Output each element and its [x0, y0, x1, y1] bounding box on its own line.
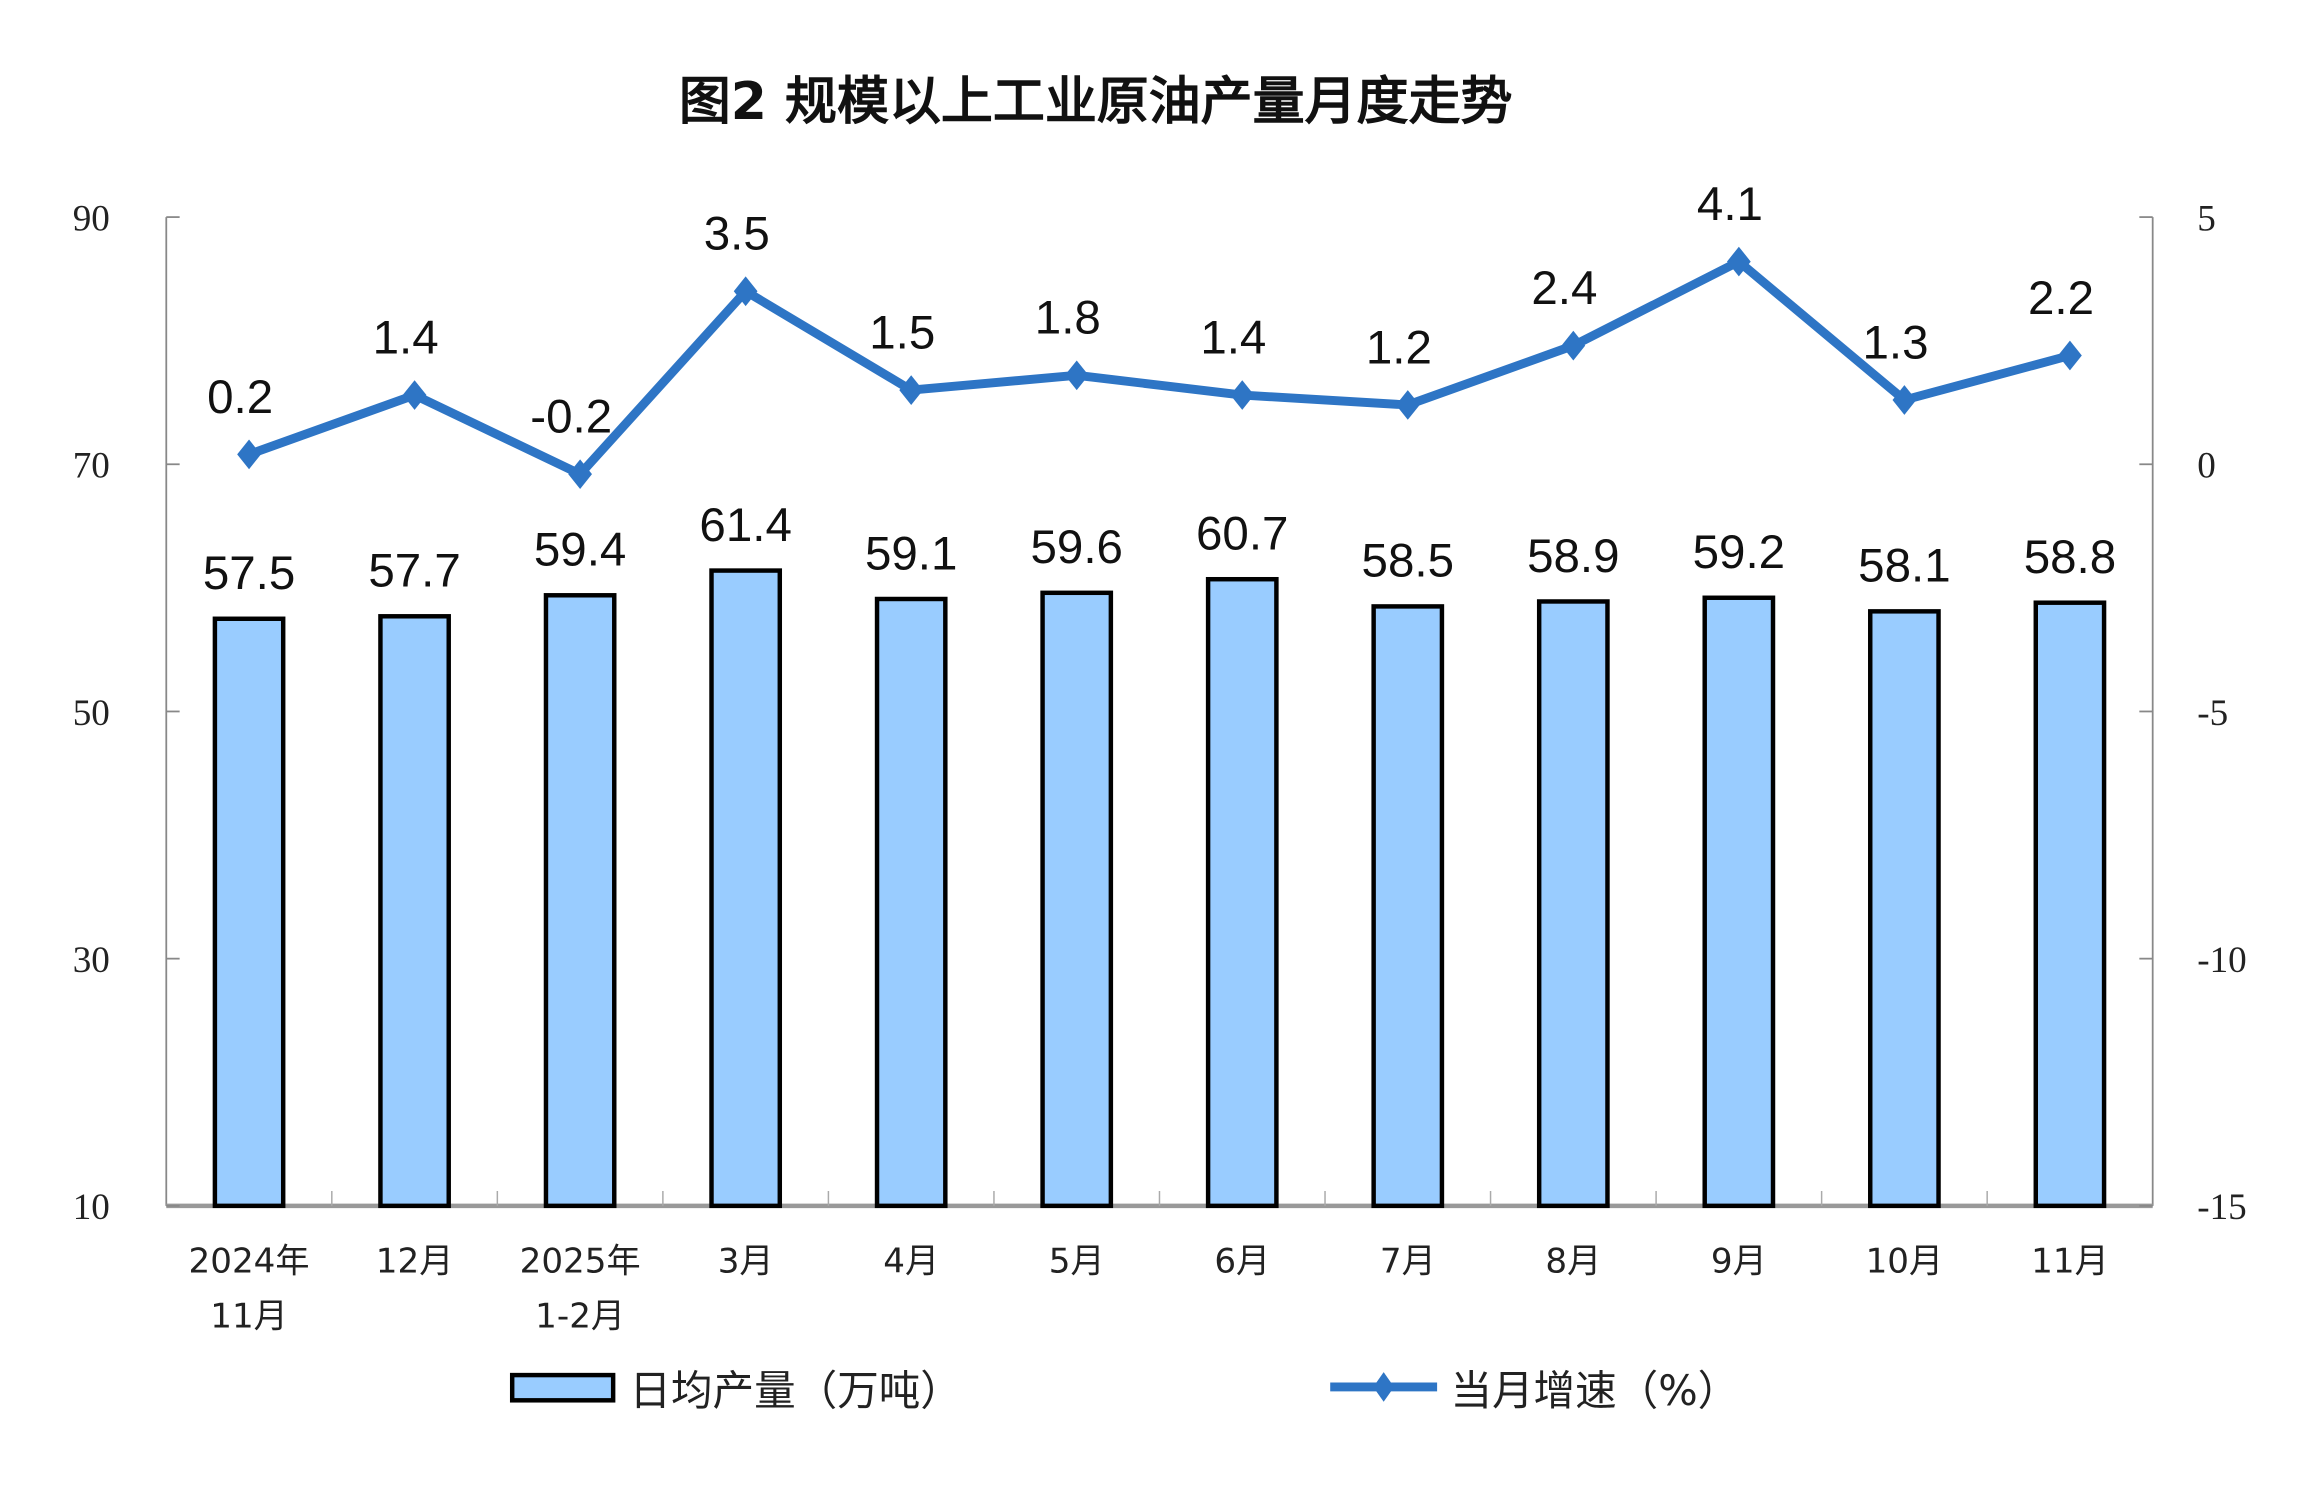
- bar-data-label: 58.8: [2024, 531, 2116, 584]
- bar-data-label: 57.7: [368, 545, 460, 598]
- bar: [1702, 595, 1776, 1209]
- right-tick-label: 5: [2197, 198, 2216, 239]
- diamond-marker: [733, 276, 758, 307]
- bar-data-label: 59.2: [1693, 526, 1785, 579]
- bar: [709, 568, 783, 1209]
- bar-data-label: 58.9: [1527, 530, 1619, 583]
- x-tick-label: 8月: [1545, 1242, 1601, 1282]
- diamond-marker: [1561, 330, 1586, 361]
- bar-data-label: 59.1: [865, 527, 957, 580]
- legend: 日均产量（万吨） 当月增速（%）: [509, 1366, 1739, 1415]
- line-data-label: 1.3: [1862, 316, 1928, 369]
- diamond-marker: [1230, 380, 1255, 410]
- x-tick-label: 1-2月: [535, 1297, 625, 1337]
- bar-data-label: 61.4: [699, 499, 791, 552]
- legend-bar-swatch: [509, 1372, 616, 1403]
- line-data-label: 1.8: [1035, 292, 1101, 345]
- bar-series: 57.5 57.7 59.4 61.4 59.1 59.6 60.7 58.5 58.9 59.2…: [203, 499, 2116, 1209]
- bar: [1868, 609, 1941, 1209]
- x-tick-label: 6月: [1214, 1242, 1270, 1282]
- line-data-label: 1.4: [1200, 311, 1266, 364]
- diamond-marker: [1892, 385, 1917, 415]
- diamond-marker: [1395, 390, 1420, 420]
- diamond-marker: [2058, 340, 2082, 371]
- line-data-label: 1.2: [1366, 321, 1432, 374]
- bar: [212, 616, 286, 1209]
- bar-data-label: 58.1: [1858, 540, 1950, 593]
- legend-line-label: 当月增速（%）: [1450, 1366, 1739, 1415]
- left-tick-label: 10: [73, 1187, 110, 1228]
- line-data-label: 2.2: [2028, 272, 2094, 325]
- diamond-marker: [899, 375, 924, 405]
- bar-data-label: 59.6: [1030, 521, 1122, 574]
- diamond-marker: [402, 380, 427, 410]
- right-tick-label: -10: [2197, 940, 2246, 981]
- line-series: 0.2 1.4 -0.2 3.5 1.5 1.8 1.4 1.2 2.4 4.1 1.3 2.2: [207, 178, 2094, 490]
- bar: [1205, 576, 1279, 1209]
- bar: [1371, 604, 1445, 1209]
- left-tick-label: 70: [73, 446, 110, 487]
- x-axis-labels: 2024年 11月 12月 2025年 1-2月 3月 4月 5月 6月 7月 8月 9月 10月 11月: [189, 1242, 2109, 1337]
- x-tick-label: 10月: [1866, 1242, 1944, 1282]
- x-tick-label: 11月: [2031, 1242, 2109, 1282]
- bar: [2033, 600, 2107, 1209]
- bar-data-label: 57.5: [203, 547, 295, 600]
- line-data-label: -0.2: [530, 391, 612, 444]
- chart-title: 图2 规模以上工业原油产量月度走势: [679, 72, 1513, 132]
- left-tick-label: 30: [73, 940, 110, 981]
- x-tick-label: 2025年: [520, 1242, 641, 1282]
- x-tick-label: 7月: [1380, 1242, 1436, 1282]
- bar: [543, 593, 617, 1209]
- legend-bar-label: 日均产量（万吨）: [629, 1366, 961, 1415]
- bar-data-label: 60.7: [1196, 508, 1288, 561]
- diamond-marker: [1726, 246, 1751, 277]
- x-tick-label: 12月: [376, 1242, 454, 1282]
- diamond-marker: [237, 439, 261, 470]
- legend-diamond-marker: [1373, 1372, 1395, 1402]
- x-tick-label: 5月: [1049, 1242, 1105, 1282]
- bar: [1536, 599, 1610, 1209]
- bar-data-label: 58.5: [1362, 535, 1454, 588]
- bar-data-label: 59.4: [534, 524, 626, 577]
- bar: [1040, 590, 1114, 1209]
- line-data-label: 2.4: [1531, 262, 1597, 315]
- left-tick-label: 50: [73, 693, 110, 734]
- diamond-marker: [1064, 360, 1089, 391]
- line-data-label: 1.4: [373, 311, 439, 364]
- x-tick-label: 2024年: [189, 1242, 310, 1282]
- line-data-label: 0.2: [207, 371, 273, 424]
- x-tick-label: 9月: [1711, 1242, 1767, 1282]
- left-tick-label: 90: [73, 198, 110, 239]
- line-data-label: 1.5: [869, 307, 935, 360]
- x-tick-label: 3月: [718, 1242, 774, 1282]
- x-tick-label: 11月: [210, 1297, 288, 1337]
- right-tick-label: -15: [2197, 1187, 2246, 1228]
- x-tick-label: 4月: [883, 1242, 939, 1282]
- right-tick-label: -5: [2197, 693, 2228, 734]
- growth-line: [247, 257, 2072, 479]
- line-data-label: 4.1: [1697, 178, 1763, 231]
- diamond-marker: [568, 459, 592, 490]
- line-data-label: 3.5: [704, 208, 770, 261]
- bar: [874, 596, 948, 1209]
- axes: 10 30 50 70 90 -15 -10 -5 0 5: [73, 198, 2247, 1228]
- bar: [378, 614, 451, 1209]
- right-tick-label: 0: [2197, 446, 2216, 487]
